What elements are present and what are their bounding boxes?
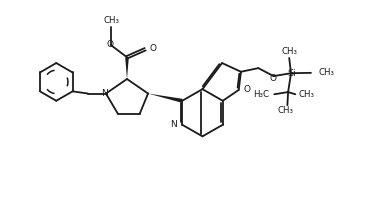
Text: CH₃: CH₃	[298, 91, 314, 99]
Text: H₃C: H₃C	[253, 91, 269, 99]
Text: O: O	[244, 85, 251, 94]
Text: N: N	[101, 89, 108, 98]
Text: O: O	[150, 44, 157, 53]
Text: CH₃: CH₃	[281, 47, 297, 56]
Text: CH₃: CH₃	[103, 16, 119, 26]
Polygon shape	[125, 57, 129, 79]
Text: CH₃: CH₃	[319, 68, 335, 77]
Text: O: O	[107, 40, 114, 49]
Text: CH₃: CH₃	[277, 106, 293, 115]
Text: O: O	[269, 74, 276, 83]
Polygon shape	[148, 93, 182, 103]
Text: N: N	[170, 120, 177, 129]
Text: Si: Si	[287, 69, 296, 78]
